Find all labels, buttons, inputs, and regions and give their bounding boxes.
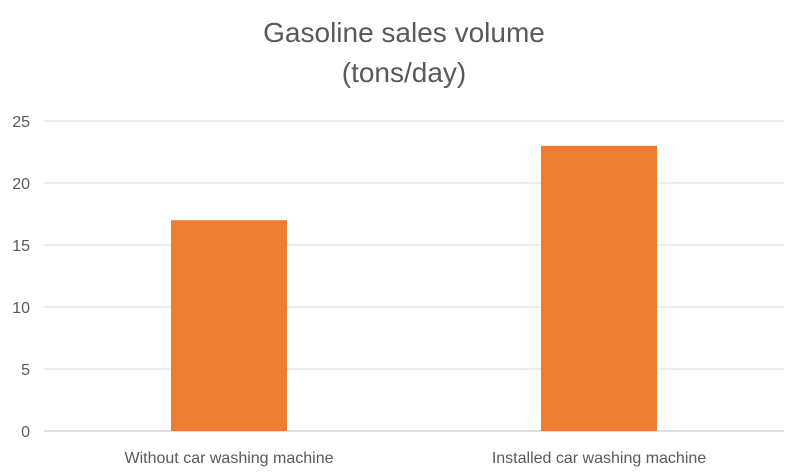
y-tick-label: 20	[12, 176, 30, 193]
bar	[171, 220, 287, 431]
y-tick-label: 5	[21, 362, 30, 379]
bars	[171, 145, 657, 432]
x-category-label: Without car washing machine	[125, 450, 334, 467]
x-category-label: Installed car washing machine	[492, 450, 706, 467]
bar	[541, 145, 657, 432]
y-tick-label: 0	[21, 424, 30, 441]
chart-title: Gasoline sales volume (tons/day)	[263, 17, 545, 88]
y-tick-label: 25	[12, 114, 30, 131]
y-axis-ticks: 0 5 10 15 20 25	[12, 114, 30, 441]
x-axis-labels: Without car washing machine Installed car…	[125, 450, 707, 467]
y-tick-label: 15	[12, 238, 30, 255]
chart-title-line-2: (tons/day)	[342, 57, 467, 88]
y-gridlines	[44, 120, 784, 432]
y-tick-label: 10	[12, 300, 30, 317]
chart-title-line-1: Gasoline sales volume	[263, 17, 545, 48]
